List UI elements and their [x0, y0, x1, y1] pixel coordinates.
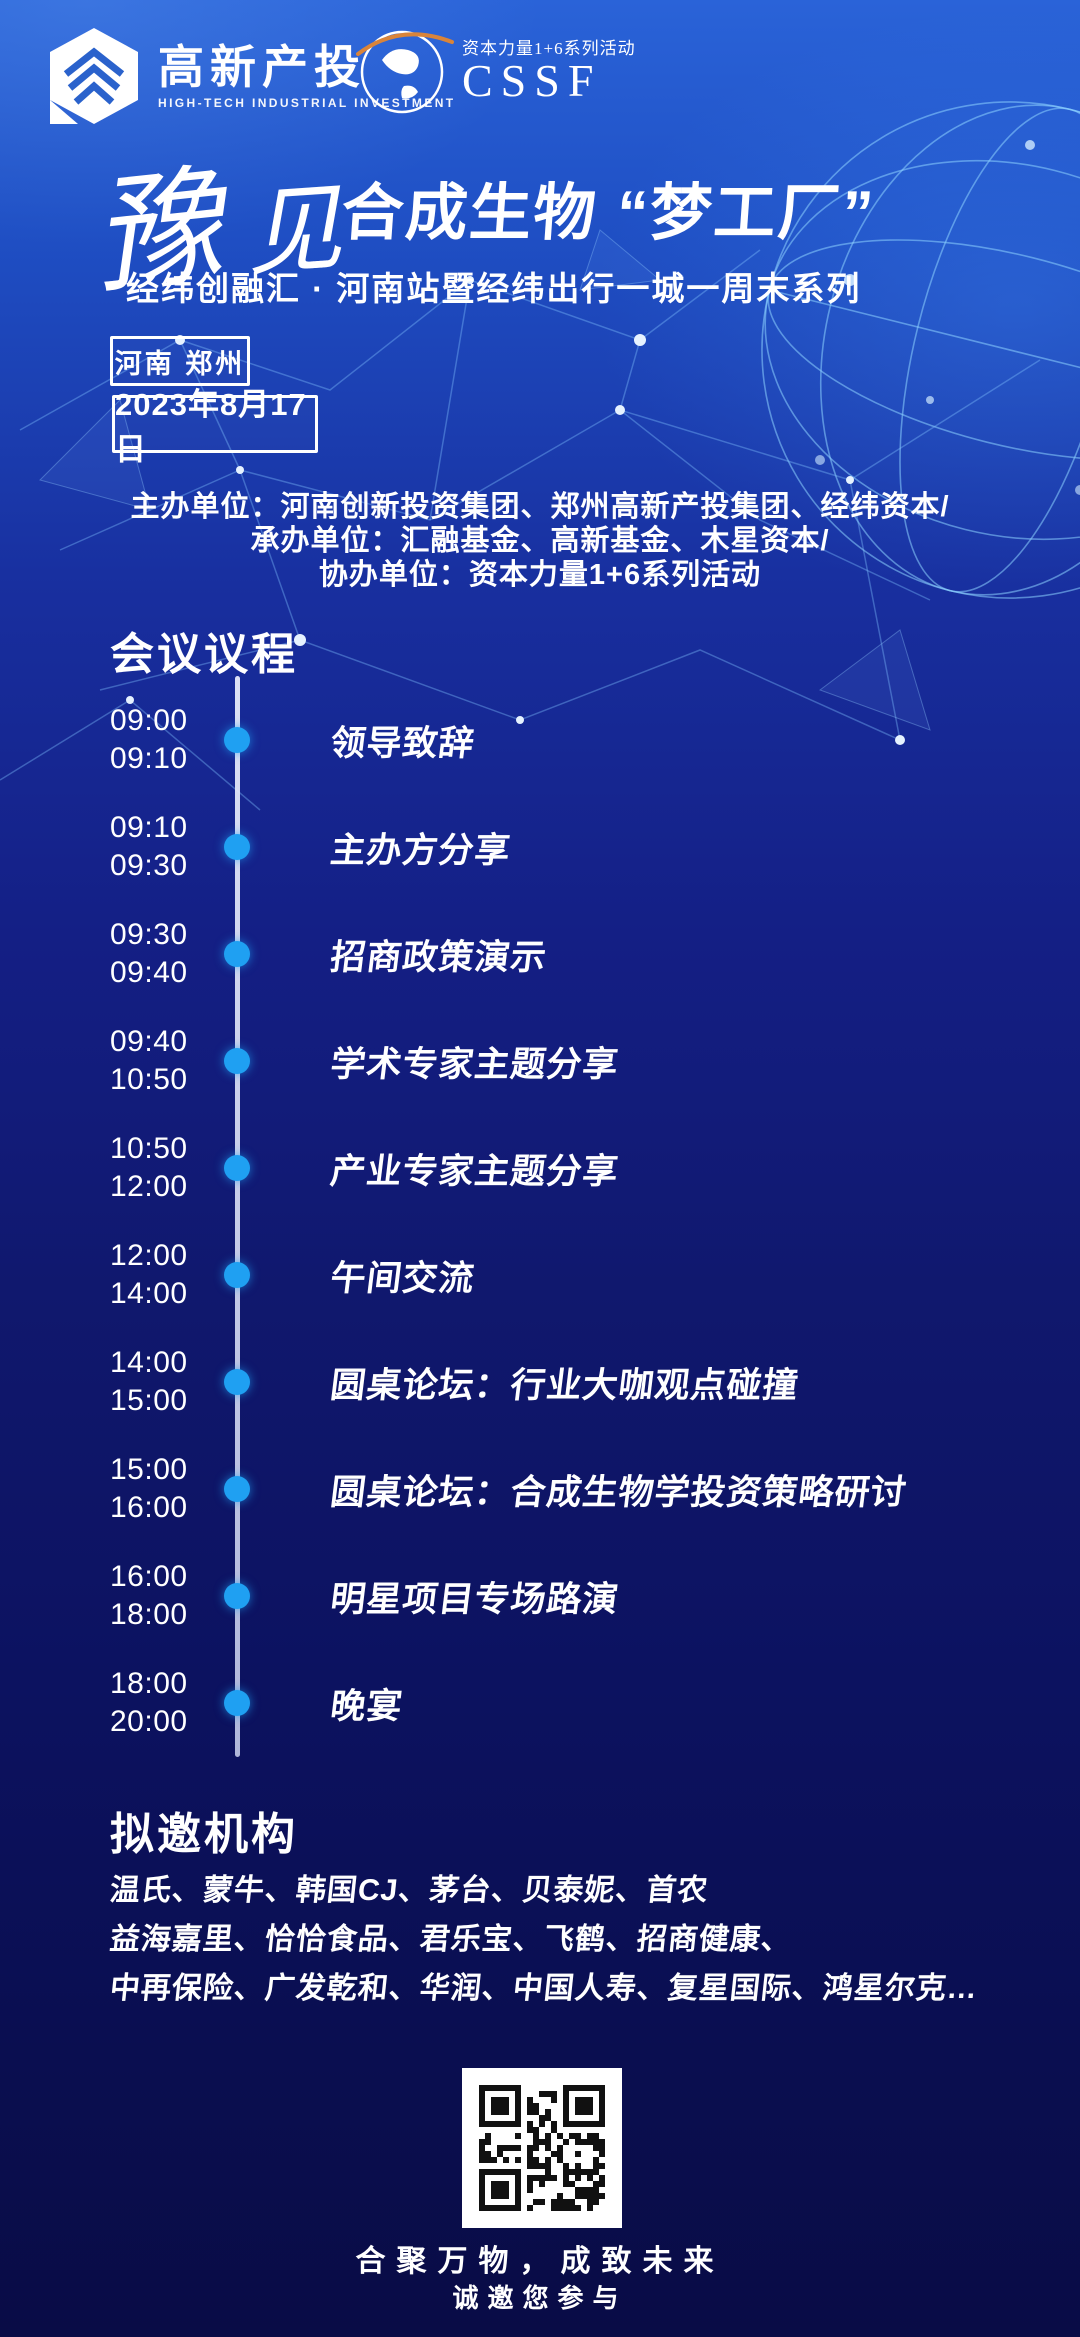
agenda-end-time: 18:00 — [110, 1598, 188, 1631]
agenda-item-title: 主办方分享 — [328, 830, 514, 870]
invited-orgs-line: 中再保险、广发乾和、华润、中国人寿、复星国际、鸿星尔克… — [108, 1972, 980, 2005]
cssf-logo: 资本力量1+6系列活动 CSSF — [352, 20, 636, 116]
agenda-item-title: 领导致辞 — [328, 723, 478, 763]
invited-orgs-line: 益海嘉里、恰恰食品、君乐宝、飞鹤、招商健康、 — [108, 1923, 794, 1956]
agenda-start-time: 09:40 — [110, 1025, 188, 1058]
agenda-end-time: 09:10 — [110, 742, 188, 775]
agenda-start-time: 10:50 — [110, 1132, 188, 1165]
agenda-item-title: 午间交流 — [328, 1258, 478, 1298]
agenda-item-title: 学术专家主题分享 — [328, 1044, 622, 1084]
agenda-time-range: 15:00 16:00 — [110, 1451, 205, 1527]
timeline-dot-icon — [224, 727, 250, 753]
invited-orgs-line: 温氏、蒙牛、韩国CJ、茅台、贝泰妮、首农 — [108, 1874, 711, 1907]
left-logo-name-en: HIGH-TECH INDUSTRIAL INVESTMENT — [158, 96, 456, 110]
timeline-dot-icon — [224, 1583, 250, 1609]
agenda-item-title: 明星项目专场路演 — [328, 1579, 622, 1619]
agenda-time-range: 09:30 09:40 — [110, 916, 205, 992]
agenda-end-time: 10:50 — [110, 1063, 188, 1096]
location-badge: 河南 郑州 — [110, 336, 250, 386]
hexagon-chevron-logo-icon — [50, 28, 138, 124]
left-logo-name-cn: 高新产投 — [158, 41, 366, 93]
agenda-row: 14:00 15:00 圆桌论坛：行业大咖观点碰撞 — [110, 1342, 1010, 1422]
agenda-row: 18:00 20:00 晚宴 — [110, 1663, 1010, 1743]
agenda-start-time: 16:00 — [110, 1560, 188, 1593]
timeline-dot-icon — [224, 1476, 250, 1502]
agenda-start-time: 15:00 — [110, 1453, 188, 1486]
agenda-time-range: 09:40 10:50 — [110, 1023, 205, 1099]
agenda-start-time: 14:00 — [110, 1346, 188, 1379]
invited-orgs-heading: 拟邀机构 — [110, 1810, 298, 1859]
organizer-undertaker-line: 承办单位：汇融基金、高新基金、木星资本/ — [250, 525, 830, 557]
event-main-title: 合成生物 “梦工厂” — [339, 179, 878, 248]
timeline-dot-icon — [224, 834, 250, 860]
organizer-coorganizer-line: 协办单位：资本力量1+6系列活动 — [318, 559, 762, 591]
agenda-start-time: 09:30 — [110, 918, 188, 951]
date-badge: 2023年8月17日 — [112, 387, 318, 467]
agenda-time-range: 14:00 15:00 — [110, 1344, 205, 1420]
hightech-investment-logo: 高新产投 HIGH-TECH INDUSTRIAL INVESTMENT — [48, 26, 456, 126]
cssf-acronym: CSSF — [462, 54, 602, 106]
agenda-row: 15:00 16:00 圆桌论坛：合成生物学投资策略研讨 — [110, 1449, 1010, 1529]
agenda-time-range: 09:10 09:30 — [110, 809, 205, 885]
agenda-row: 12:00 14:00 午间交流 — [110, 1235, 1010, 1315]
timeline-line — [234, 676, 240, 1757]
agenda-row: 09:30 09:40 招商政策演示 — [110, 914, 1010, 994]
agenda-time-range: 10:50 12:00 — [110, 1130, 205, 1206]
agenda-row: 09:00 09:10 领导致辞 — [110, 700, 1010, 780]
footer-slogan: 合聚万物，成致未来 — [355, 2245, 725, 2278]
qr-code — [462, 2068, 622, 2228]
agenda-end-time: 09:40 — [110, 956, 188, 989]
timeline-dot-icon — [224, 1369, 250, 1395]
agenda-time-range: 12:00 14:00 — [110, 1237, 205, 1313]
agenda-start-time: 09:10 — [110, 811, 188, 844]
agenda-row: 10:50 12:00 产业专家主题分享 — [110, 1128, 1010, 1208]
invited-orgs-list: 温氏、蒙牛、韩国CJ、茅台、贝泰妮、首农 益海嘉里、恰恰食品、君乐宝、飞鹤、招商… — [108, 1866, 1030, 2013]
timeline-dot-icon — [224, 1262, 250, 1288]
agenda-item-title: 晚宴 — [328, 1686, 406, 1726]
agenda-item-title: 圆桌论坛：行业大咖观点碰撞 — [328, 1365, 802, 1405]
organizer-host-line: 主办单位：河南创新投资集团、郑州高新产投集团、经纬资本/ — [130, 491, 950, 523]
event-subtitle: 经纬创融汇 · 河南站暨经纬出行一城一周末系列 — [126, 270, 862, 307]
timeline-dot-icon — [224, 1690, 250, 1716]
agenda-end-time: 20:00 — [110, 1705, 188, 1738]
cssf-series-label: 资本力量1+6系列活动 — [462, 38, 636, 58]
timeline-dot-icon — [224, 1155, 250, 1181]
agenda-row: 09:10 09:30 主办方分享 — [110, 807, 1010, 887]
agenda-item-title: 产业专家主题分享 — [328, 1151, 622, 1191]
agenda-end-time: 09:30 — [110, 849, 188, 882]
agenda-item-title: 招商政策演示 — [328, 937, 550, 977]
footer-invite-line: 诚邀您参与 — [452, 2283, 628, 2313]
agenda-start-time: 09:00 — [110, 704, 188, 737]
organizers-block: 主办单位：河南创新投资集团、郑州高新产投集团、经纬资本/ 承办单位：汇融基金、高… — [0, 490, 1080, 592]
agenda-row: 16:00 18:00 明星项目专场路演 — [110, 1556, 1010, 1636]
agenda-start-time: 18:00 — [110, 1667, 188, 1700]
agenda-end-time: 12:00 — [110, 1170, 188, 1203]
agenda-end-time: 15:00 — [110, 1384, 188, 1417]
agenda-item-title: 圆桌论坛：合成生物学投资策略研讨 — [328, 1472, 910, 1512]
agenda-start-time: 12:00 — [110, 1239, 188, 1272]
agenda-time-range: 16:00 18:00 — [110, 1558, 205, 1634]
agenda-end-time: 16:00 — [110, 1491, 188, 1524]
globe-logo-icon — [356, 30, 454, 114]
agenda-time-range: 09:00 09:10 — [110, 702, 205, 778]
agenda-time-range: 18:00 20:00 — [110, 1665, 205, 1741]
agenda-end-time: 14:00 — [110, 1277, 188, 1310]
timeline-dot-icon — [224, 1048, 250, 1074]
agenda-heading: 会议议程 — [110, 630, 298, 679]
timeline-dot-icon — [224, 941, 250, 967]
agenda-row: 09:40 10:50 学术专家主题分享 — [110, 1021, 1010, 1101]
agenda-list: 09:00 09:10 领导致辞 09:10 09:30 主办方分享 09:30… — [110, 676, 1010, 1770]
